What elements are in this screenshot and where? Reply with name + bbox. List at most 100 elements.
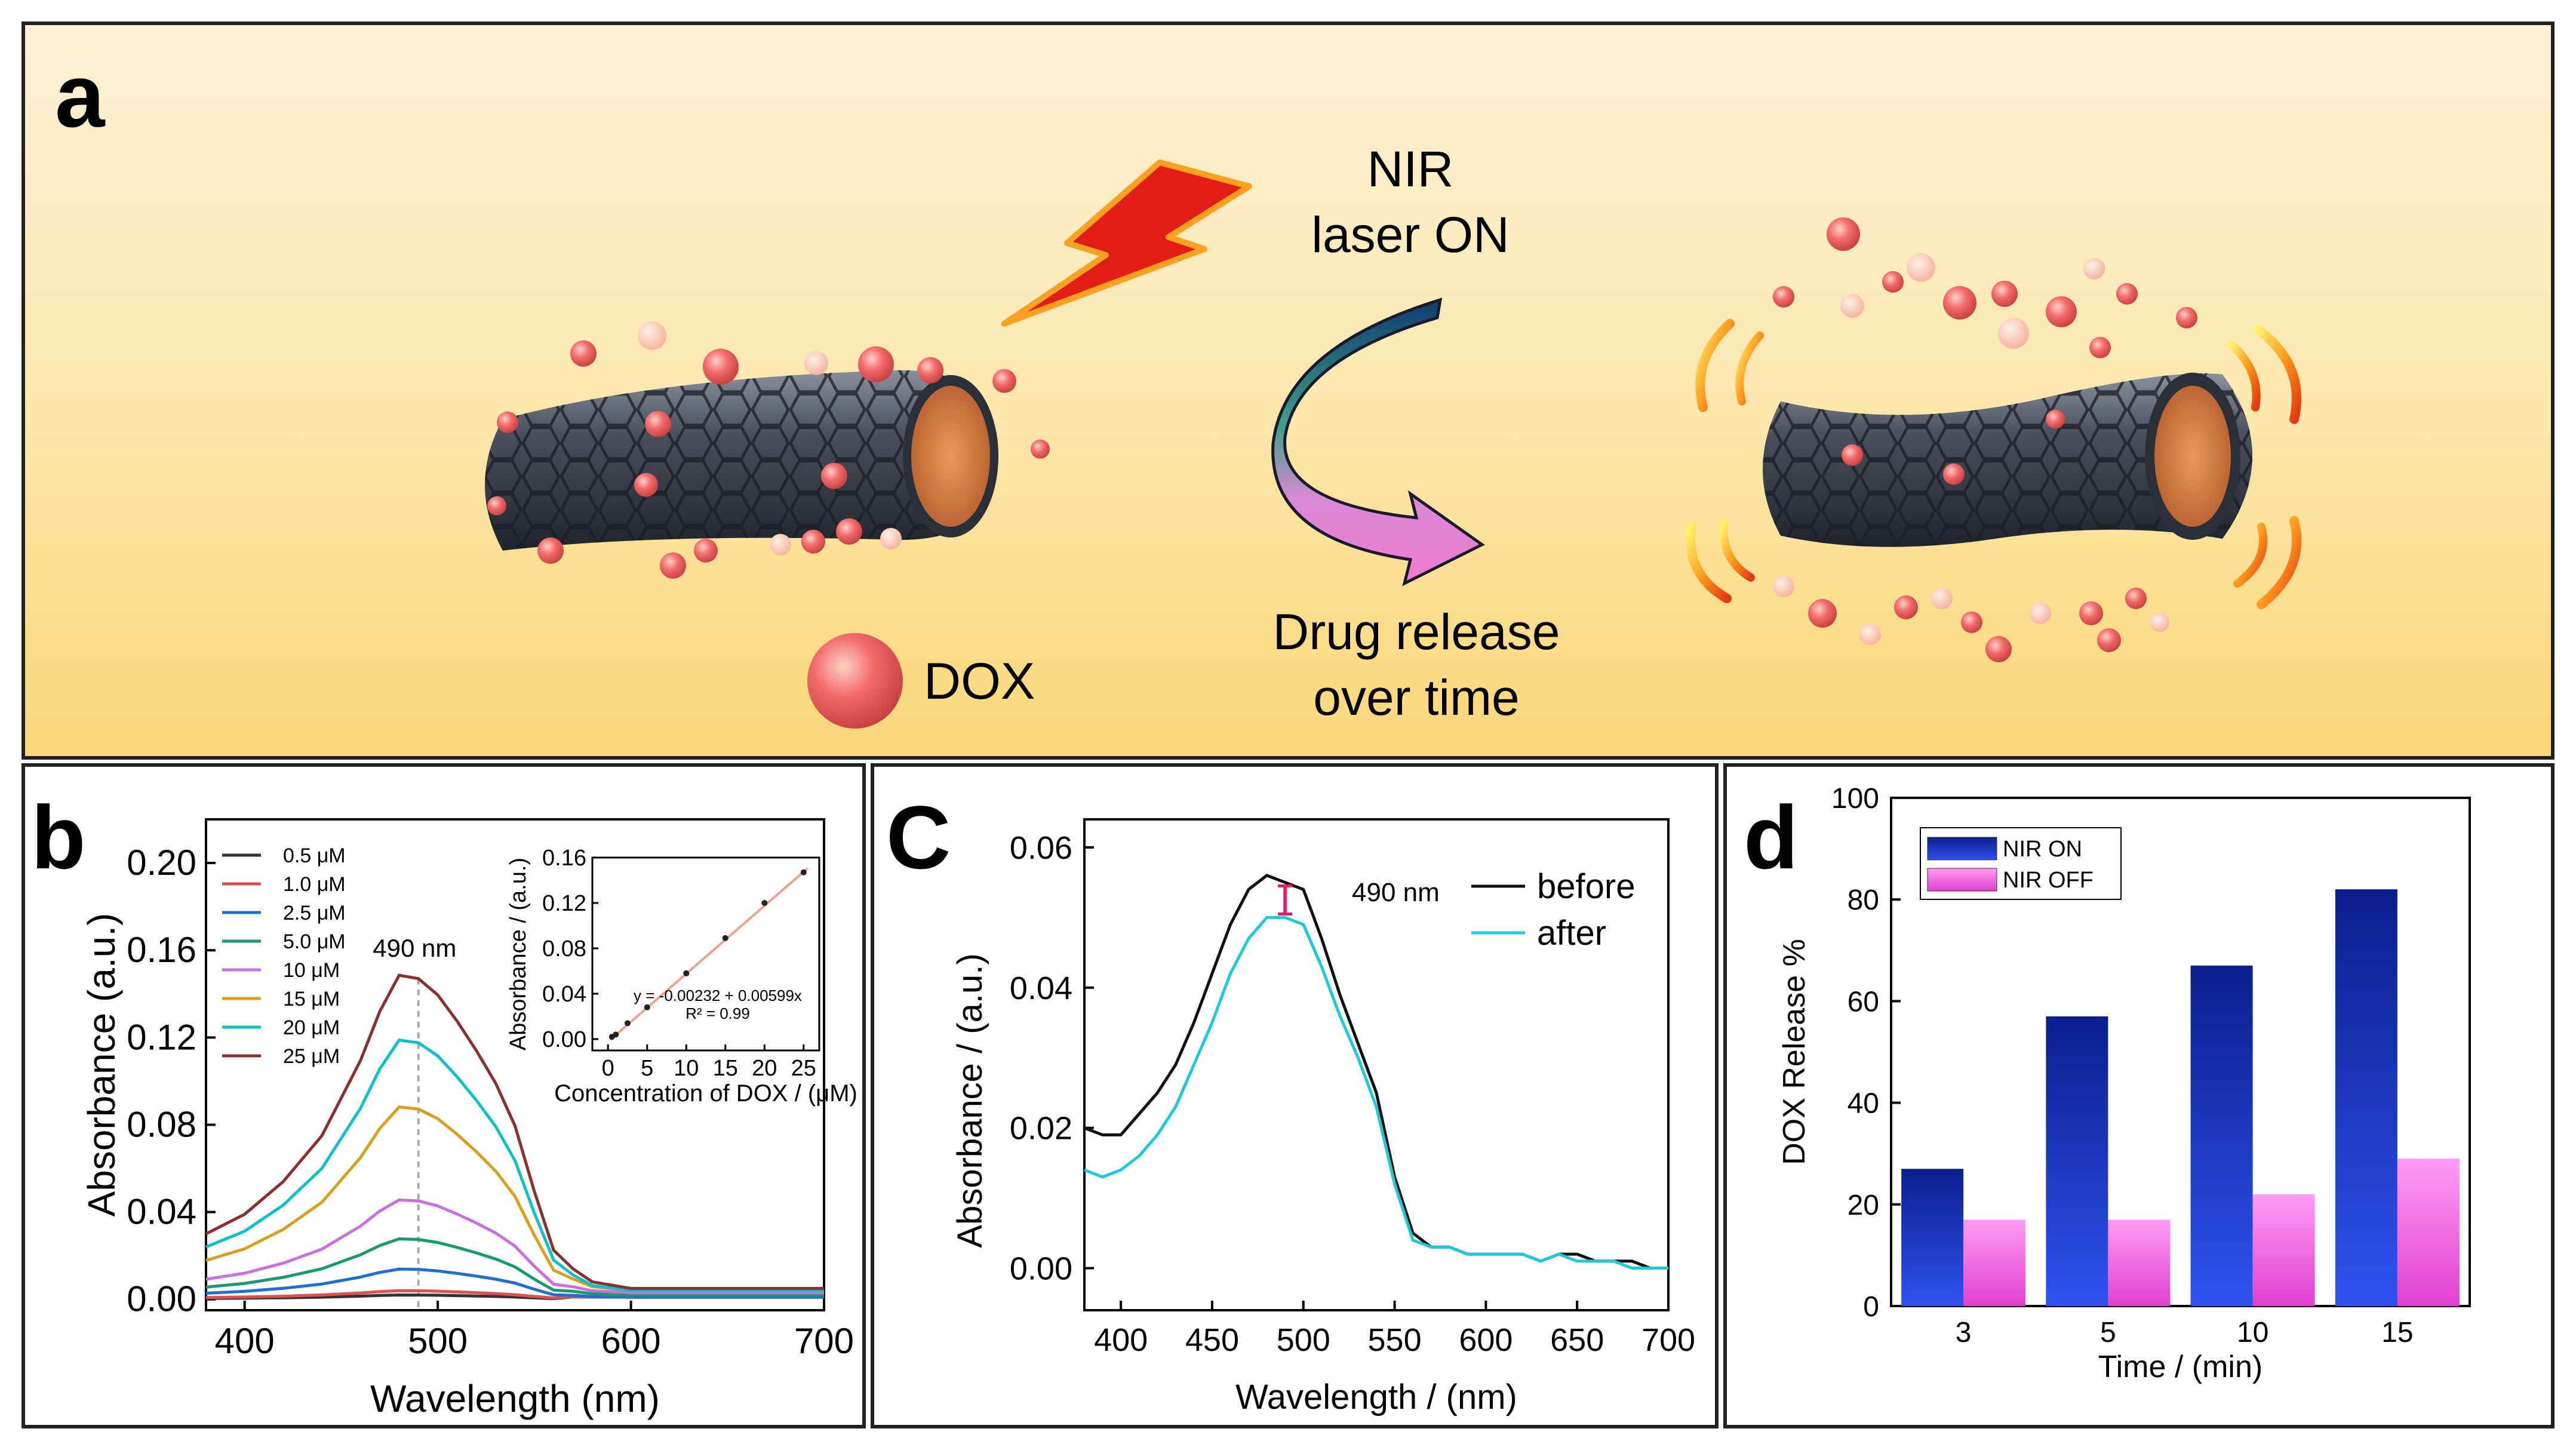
drug-core-left [911, 386, 990, 527]
chart-c-x-tick-label: 650 [1550, 1322, 1604, 1358]
inset-y-axis-label: Absorbance / (a.u.) [506, 858, 531, 1050]
inset-r2: R² = 0.99 [686, 1004, 750, 1022]
chart-b-series-line [205, 973, 824, 1290]
chart-d-x-tick-label: 5 [2100, 1317, 2116, 1348]
chart-d-frame [1890, 797, 2471, 1307]
nanotube-left [485, 370, 998, 551]
chart-d-y-tick-label: 0 [1863, 1291, 1879, 1323]
inset-fit-line [609, 867, 809, 1041]
chart-c-x-axis-label: Wavelength / (nm) [1235, 1378, 1517, 1417]
chart-c-x-tick-label: 700 [1641, 1322, 1695, 1358]
chart-b-legend-label: 20 μM [283, 1016, 340, 1039]
chart-c-annotation: 490 nm [1352, 878, 1440, 907]
chart-c-plot-area: 400 450 500 550 600 650 700 0.00 0.02 0.04 0.06 Wav… [951, 818, 1695, 1417]
chart-d-bar-nir-on [1901, 1169, 1964, 1306]
chart-d-x-tick-label: 10 [2237, 1317, 2268, 1348]
panel-c-letter: C [886, 787, 951, 887]
inset-data-point [722, 935, 728, 941]
chart-c-y-axis-label: Absorbance / (a.u.) [951, 953, 989, 1248]
inset-x-axis-label: Concentration of DOX / (μM) [554, 1080, 857, 1107]
chart-d-y-tick-label: 60 [1848, 986, 1879, 1018]
chart-b-frame [205, 818, 825, 1311]
chart-b-legend-label: 5.0 μM [283, 930, 346, 953]
chart-b-series-line [205, 1237, 824, 1296]
panel-b-absorbance-spectra: b 400 500 600 700 0.00 0.04 0.08 0.12 0.16 0.20 Wa… [21, 763, 866, 1428]
released-drug-molecules [1773, 217, 2197, 662]
chart-b-legend-label: 25 μM [283, 1045, 340, 1068]
chart-d-bar-nir-on [2335, 889, 2397, 1306]
inset-x-tick-label: 15 [713, 1056, 738, 1081]
chart-d-legend-swatch [1927, 837, 1997, 861]
inset-data-point [761, 900, 768, 906]
inset-data-point [800, 869, 807, 875]
chart-c-y-tick-label: 0.06 [1010, 830, 1072, 866]
chart-d-bar-nir-off [2252, 1194, 2315, 1306]
inset-x-tick-label: 0 [602, 1056, 614, 1081]
chart-b-svg: b 400 500 600 700 0.00 0.04 0.08 0.12 0.16 0.20 Wa… [31, 787, 857, 1420]
inset-y-tick-label: 0.00 [542, 1027, 586, 1052]
chart-c-frame [1083, 818, 1670, 1311]
chart-b-x-axis-label: Wavelength (nm) [370, 1377, 660, 1420]
panel-d-release-bars: d 0 20 40 60 80 100 3 5 10 15 Time / (min) DOX Rele… [1723, 763, 2555, 1428]
chart-b-x-tick-label: 400 [215, 1321, 275, 1361]
chart-d-y-tick-label: 80 [1848, 884, 1879, 916]
panel-c-before-after-spectra: C 400 450 500 550 600 650 700 0.00 0.02 0.04 0.06 W… [871, 763, 1719, 1428]
chart-c-series-line [1084, 915, 1668, 1270]
lightning-bolt-icon [1001, 159, 1252, 327]
nir-label-line2: laser ON [1311, 207, 1509, 263]
chart-b-plot-area: 400 500 600 700 0.00 0.04 0.08 0.12 0.16 0.20 Wave… [80, 818, 854, 1420]
chart-b-legend-label: 2.5 μM [283, 902, 346, 924]
chart-c-y-tick-label: 0.00 [1010, 1251, 1072, 1287]
inset-y-tick-label: 0.04 [542, 982, 586, 1007]
chart-c-y-tick-label: 0.04 [1010, 970, 1072, 1006]
release-label-line1: Drug release [1273, 604, 1560, 660]
drug-core-right [2154, 386, 2231, 527]
chart-b-legend-label: 1.0 μM [283, 873, 346, 896]
heat-waves [1685, 319, 2302, 609]
chart-d-y-tick-label: 20 [1848, 1190, 1879, 1221]
chart-d-x-tick-label: 3 [1956, 1317, 1972, 1348]
chart-b-y-tick-label: 0.20 [127, 843, 196, 883]
chart-c-legend-label: before [1537, 867, 1635, 906]
chart-b-y-tick-label: 0.00 [127, 1279, 196, 1319]
curved-arrow-icon [1271, 297, 1485, 586]
inset-equation: y = -0.00232 + 0.00599x [634, 987, 802, 1004]
chart-b-inset: 0 5 10 15 20 25 0.00 0.04 0.08 0.12 0.16 y = -0.002… [506, 846, 857, 1107]
chart-b-series-line [205, 1039, 824, 1292]
chart-d-bar-nir-off [2397, 1159, 2460, 1306]
inset-data-point [683, 970, 690, 976]
chart-d-x-tick-label: 15 [2381, 1317, 2413, 1348]
chart-c-x-tick-label: 500 [1277, 1322, 1330, 1358]
inset-y-tick-label: 0.08 [542, 936, 586, 961]
chart-b-y-tick-label: 0.16 [127, 930, 196, 970]
chart-b-y-axis-label: Absorbance (a.u.) [80, 913, 123, 1217]
chart-d-legend-swatch [1927, 868, 1997, 892]
chart-c-legend-label: after [1537, 914, 1606, 953]
inset-data-point [613, 1031, 619, 1038]
inset-data-point [644, 1004, 650, 1010]
chart-d-plot-area: 0 20 40 60 80 100 3 5 10 15 Time / (min) DOX Releas… [1777, 783, 2471, 1384]
inset-x-tick-label: 5 [641, 1056, 653, 1081]
chart-c-svg: C 400 450 500 550 600 650 700 0.00 0.02 0.04 0.06 W… [886, 787, 1695, 1417]
chart-d-legend-label: NIR ON [2003, 837, 2082, 862]
chart-d-bar-nir-off [1963, 1219, 2026, 1306]
chart-b-legend-label: 0.5 μM [283, 844, 346, 867]
chart-c-y-tick-label: 0.02 [1010, 1111, 1072, 1147]
chart-c-x-tick-label: 600 [1459, 1322, 1513, 1358]
chart-d-x-axis-label: Time / (min) [2098, 1350, 2263, 1384]
chart-b-y-tick-label: 0.12 [127, 1017, 196, 1057]
panel-a-letter: a [55, 45, 106, 146]
inset-y-tick-label: 0.12 [542, 891, 586, 916]
chart-b-series-line [205, 1267, 824, 1299]
chart-b-legend-label: 10 μM [283, 959, 340, 982]
schematic-svg: NIR laser ON Drug release over time DOX [55, 45, 2302, 729]
nanotube-right [1763, 373, 2252, 547]
chart-c-x-tick-label: 450 [1185, 1322, 1239, 1358]
release-label-line2: over time [1313, 669, 1519, 726]
drug-molecules-left [487, 321, 1050, 579]
panel-a-schematic: NIR laser ON Drug release over time DOX [21, 21, 2555, 760]
chart-d-legend-label: NIR OFF [2003, 868, 2094, 893]
chart-b-x-tick-label: 700 [794, 1321, 854, 1361]
inset-x-tick-label: 20 [752, 1056, 777, 1081]
chart-b-x-tick-label: 500 [408, 1321, 468, 1361]
